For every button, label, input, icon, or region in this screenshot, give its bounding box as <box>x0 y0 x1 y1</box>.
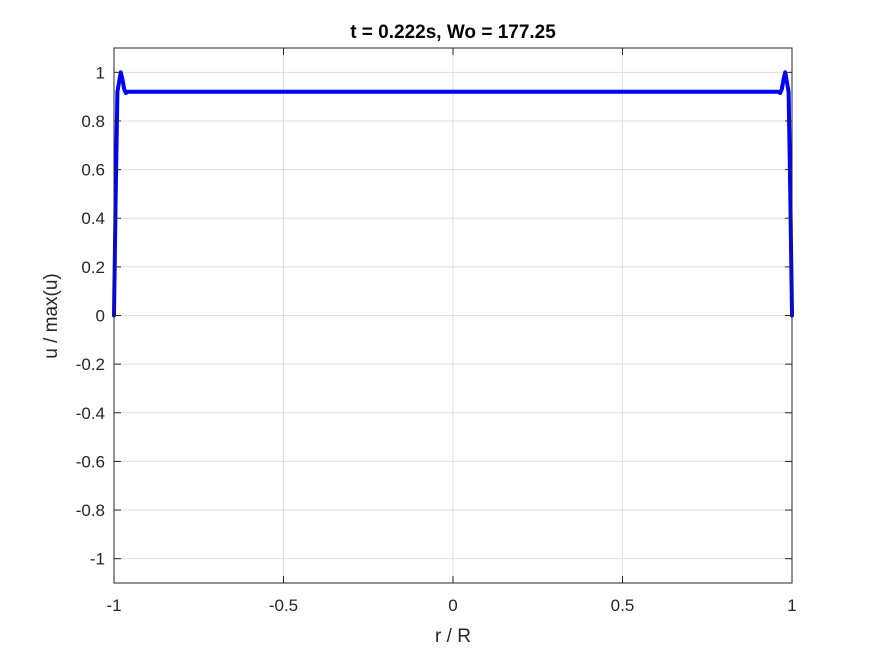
y-tick-label: -1 <box>90 550 105 569</box>
x-axis-label: r / R <box>435 626 471 647</box>
y-tick-label: 0.2 <box>81 258 105 277</box>
tick-marks <box>113 48 793 583</box>
x-tick-label: 0.5 <box>611 596 635 615</box>
x-tick-label: -1 <box>106 596 121 615</box>
x-tick-labels: -1 -0.5 0 0.5 1 <box>106 596 796 615</box>
grid-lines <box>113 48 793 583</box>
y-tick-labels: -1 -0.8 -0.6 -0.4 -0.2 0 0.2 0.4 0.6 0.8 1 <box>76 63 105 568</box>
y-tick-label: -0.2 <box>76 355 105 374</box>
x-tick-label: -0.5 <box>269 596 298 615</box>
y-tick-label: -0.6 <box>76 452 105 471</box>
y-tick-label: 0.8 <box>81 112 105 131</box>
data-series <box>112 70 794 318</box>
y-tick-label: 0.6 <box>81 161 105 180</box>
y-tick-label: 0.4 <box>81 209 105 228</box>
y-tick-label: -0.4 <box>76 404 105 423</box>
chart-title: t = 0.222s, Wo = 177.25 <box>350 22 556 43</box>
x-tick-label: 0 <box>448 596 457 615</box>
y-tick-label: 1 <box>96 63 105 82</box>
y-tick-label: 0 <box>96 307 105 326</box>
series-line <box>112 70 794 318</box>
y-axis-label: u / max(u) <box>41 273 62 359</box>
y-tick-label: -0.8 <box>76 501 105 520</box>
x-tick-label: 1 <box>787 596 796 615</box>
